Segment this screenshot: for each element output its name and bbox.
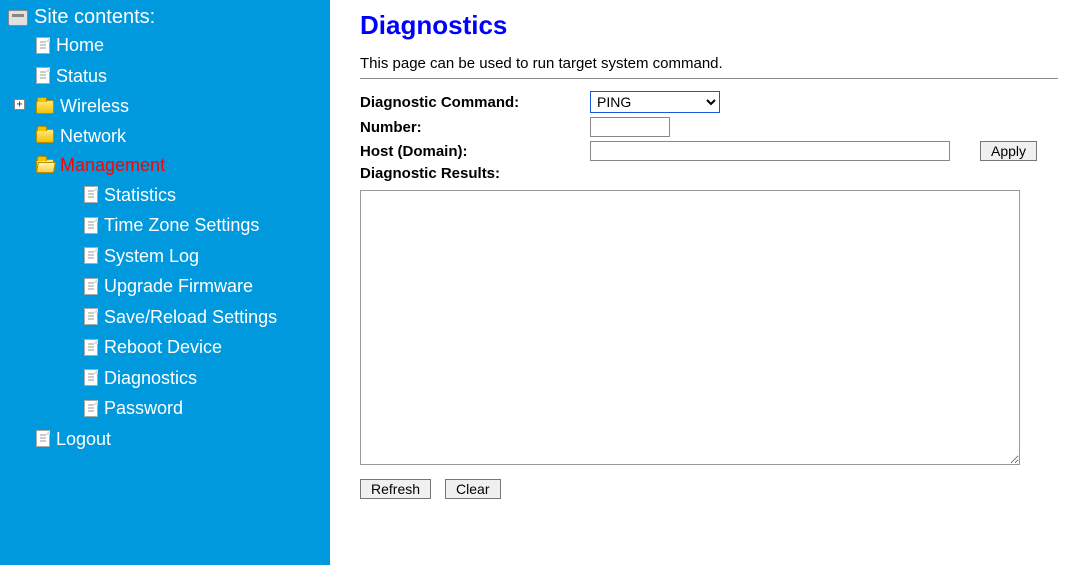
sidebar-item-label: System Log — [104, 242, 199, 270]
page-icon — [36, 430, 50, 447]
page-icon — [84, 369, 98, 386]
page-icon — [84, 247, 98, 264]
divider — [360, 78, 1058, 79]
sidebar-item-home[interactable]: Home — [12, 31, 322, 62]
sidebar-item-upgrade[interactable]: Upgrade Firmware — [60, 272, 322, 303]
number-input[interactable] — [590, 117, 670, 137]
sidebar-item-label: Management — [60, 151, 165, 179]
results-textarea[interactable] — [360, 190, 1020, 465]
page-icon — [84, 186, 98, 203]
sidebar-item-wireless[interactable]: + Wireless — [12, 92, 322, 122]
sidebar-item-network[interactable]: Network — [12, 122, 322, 152]
clear-button[interactable]: Clear — [445, 479, 500, 499]
results-label: Diagnostic Results: — [360, 163, 1043, 184]
sidebar-item-label: Reboot Device — [104, 333, 222, 361]
sidebar-item-password[interactable]: Password — [60, 394, 322, 425]
page-icon — [84, 308, 98, 325]
page-icon — [84, 217, 98, 234]
folder-icon — [36, 129, 54, 143]
sidebar-item-diagnostics[interactable]: Diagnostics — [60, 364, 322, 395]
sidebar-item-management[interactable]: Management Statistics Time Zone Settings — [12, 151, 322, 425]
refresh-button[interactable]: Refresh — [360, 479, 431, 499]
sidebar-header: Site contents: — [8, 6, 322, 29]
server-icon — [8, 10, 28, 26]
expand-toggle-icon[interactable]: + — [14, 99, 25, 110]
sidebar-title: Site contents: — [34, 6, 155, 29]
sidebar-item-label: Home — [56, 31, 104, 59]
sidebar-item-label: Save/Reload Settings — [104, 303, 277, 331]
page-icon — [36, 37, 50, 54]
sidebar-item-timezone[interactable]: Time Zone Settings — [60, 211, 322, 242]
host-input[interactable] — [590, 141, 950, 161]
sidebar-item-label: Status — [56, 62, 107, 90]
page-description: This page can be used to run target syst… — [360, 55, 1058, 72]
sidebar-item-label: Time Zone Settings — [104, 211, 259, 239]
apply-button[interactable]: Apply — [980, 141, 1037, 161]
page-icon — [84, 400, 98, 417]
main-content: Diagnostics This page can be used to run… — [330, 0, 1082, 565]
sidebar-item-label: Wireless — [60, 92, 129, 120]
sidebar-item-reboot[interactable]: Reboot Device — [60, 333, 322, 364]
sidebar-item-label: Password — [104, 394, 183, 422]
sidebar-item-label: Statistics — [104, 181, 176, 209]
page-icon — [84, 278, 98, 295]
sidebar-item-label: Network — [60, 122, 126, 150]
sidebar: Site contents: Home Status + Wireless — [0, 0, 330, 565]
sidebar-item-label: Upgrade Firmware — [104, 272, 253, 300]
sidebar-item-status[interactable]: Status — [12, 62, 322, 93]
diagnostics-form: Diagnostic Command: PING Number: Host (D… — [360, 89, 1043, 184]
page-icon — [84, 339, 98, 356]
page-title: Diagnostics — [360, 10, 1058, 41]
sidebar-item-label: Logout — [56, 425, 111, 453]
number-label: Number: — [360, 115, 590, 139]
sidebar-item-label: Diagnostics — [104, 364, 197, 392]
host-label: Host (Domain): — [360, 139, 590, 163]
sidebar-item-logout[interactable]: Logout — [12, 425, 322, 456]
sidebar-item-save-reload[interactable]: Save/Reload Settings — [60, 303, 322, 334]
sidebar-item-syslog[interactable]: System Log — [60, 242, 322, 273]
folder-open-icon — [36, 159, 54, 173]
command-label: Diagnostic Command: — [360, 89, 590, 115]
folder-icon — [36, 100, 54, 114]
command-select[interactable]: PING — [590, 91, 720, 113]
sidebar-item-statistics[interactable]: Statistics — [60, 181, 322, 212]
page-icon — [36, 67, 50, 84]
